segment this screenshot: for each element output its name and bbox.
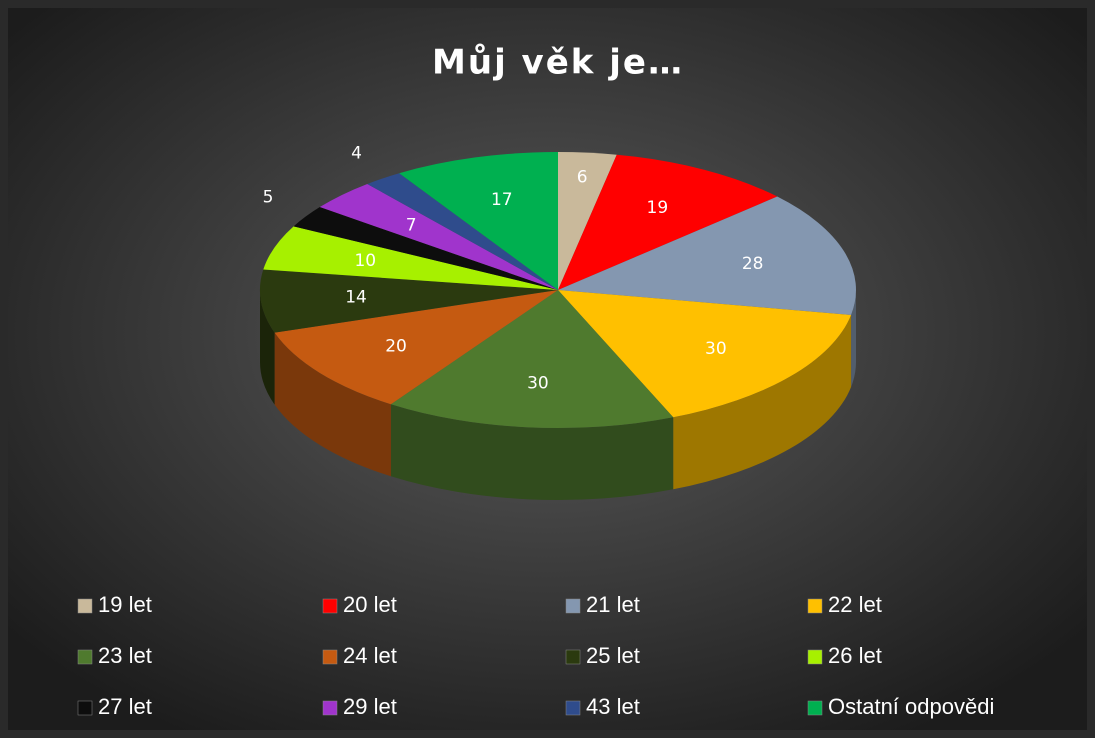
slice bbox=[558, 154, 778, 290]
legend-swatch bbox=[807, 700, 823, 716]
legend-swatch bbox=[322, 598, 338, 614]
legend-swatch bbox=[77, 649, 93, 665]
data-label: 10 bbox=[354, 251, 376, 271]
legend-swatch bbox=[565, 649, 581, 665]
legend-swatch bbox=[807, 649, 823, 665]
legend-label: 43 let bbox=[586, 694, 640, 719]
legend-label: 24 let bbox=[343, 643, 397, 668]
slice bbox=[558, 152, 617, 290]
slice-side bbox=[390, 404, 674, 501]
slice bbox=[319, 183, 558, 290]
slice bbox=[260, 269, 558, 333]
legend-label: 27 let bbox=[98, 694, 152, 719]
legend-swatch bbox=[565, 598, 581, 614]
chart-title: Můj věk je… bbox=[432, 43, 684, 83]
data-label: 6 bbox=[577, 167, 588, 187]
data-label: 19 bbox=[647, 198, 669, 218]
data-label: 28 bbox=[742, 254, 764, 274]
data-label: 7 bbox=[406, 215, 417, 235]
legend-label: 19 let bbox=[98, 592, 152, 617]
legend-label: 25 let bbox=[586, 643, 640, 668]
legend-label: 22 let bbox=[828, 592, 882, 617]
legend-swatch bbox=[77, 598, 93, 614]
data-label: 5 bbox=[263, 187, 274, 207]
legend-swatch bbox=[565, 700, 581, 716]
data-label: 4 bbox=[351, 144, 362, 164]
legend-swatch bbox=[807, 598, 823, 614]
data-label: 14 bbox=[345, 288, 367, 308]
slice bbox=[274, 290, 558, 405]
slice bbox=[399, 152, 558, 290]
slice-side bbox=[260, 290, 275, 405]
legend-swatch bbox=[322, 649, 338, 665]
legend-label: 26 let bbox=[828, 643, 882, 668]
data-label: 30 bbox=[527, 373, 549, 393]
slice bbox=[293, 207, 558, 290]
slice bbox=[367, 173, 558, 290]
legend-label: Ostatní odpovědi bbox=[828, 694, 994, 719]
legend-label: 23 let bbox=[98, 643, 152, 668]
data-label: 30 bbox=[705, 339, 727, 359]
slice bbox=[390, 290, 674, 429]
legend-label: 21 let bbox=[586, 592, 640, 617]
legend-swatch bbox=[77, 700, 93, 716]
slice bbox=[558, 196, 856, 315]
slice-side bbox=[673, 314, 852, 490]
legend-label: 20 let bbox=[343, 592, 397, 617]
slice-side bbox=[274, 332, 391, 477]
data-label: 20 bbox=[385, 336, 407, 356]
slice bbox=[263, 226, 558, 290]
legend-label: 29 let bbox=[343, 694, 397, 719]
legend-swatch bbox=[322, 700, 338, 716]
data-label: 17 bbox=[491, 190, 513, 210]
slice-side bbox=[851, 290, 856, 387]
slice bbox=[558, 290, 852, 418]
